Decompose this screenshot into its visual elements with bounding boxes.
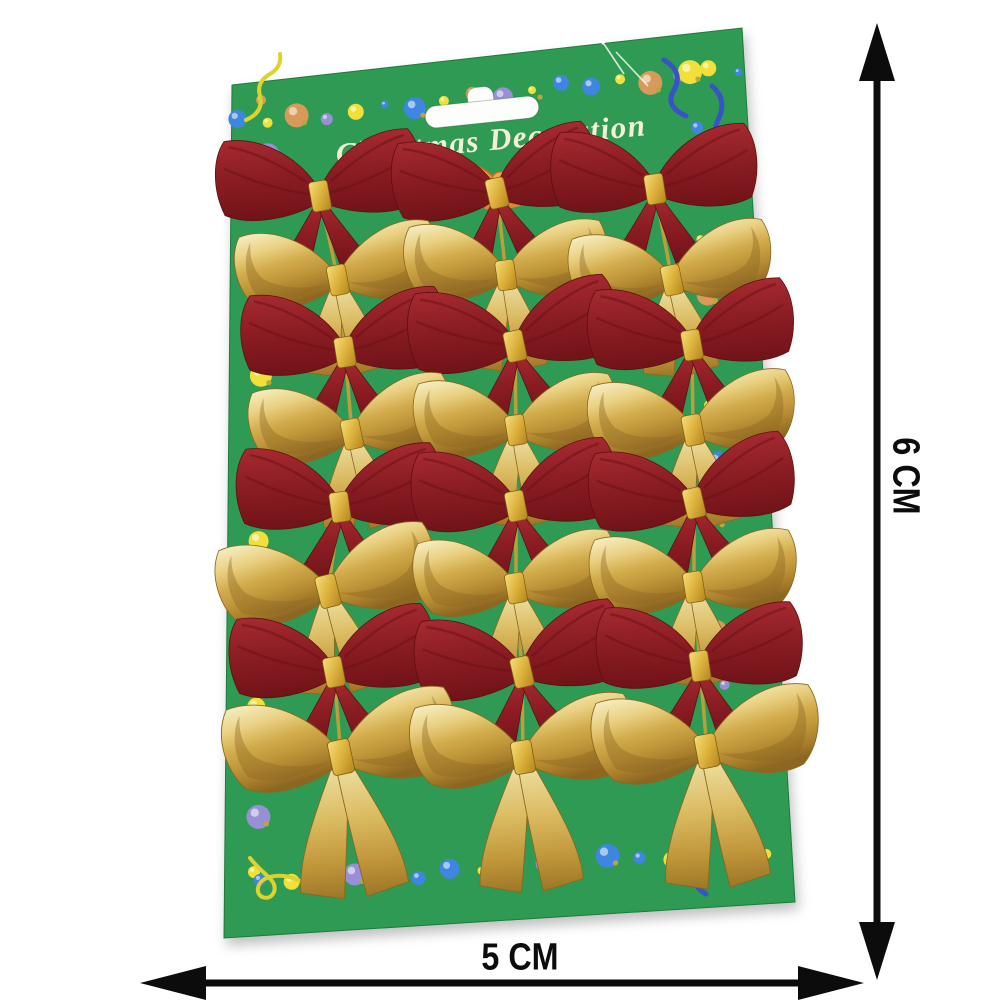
border-dot (262, 117, 273, 128)
border-dot-highlight (642, 74, 651, 83)
border-dot-highlight (443, 861, 451, 869)
height-arrow-top-head (859, 23, 895, 81)
sparkle-dot (420, 112, 426, 118)
width-arrow-right-head (798, 966, 864, 1000)
border-dot-highlight (382, 101, 385, 105)
border-dot-highlight (496, 90, 504, 98)
border-dot (615, 74, 626, 85)
border-dot-highlight (350, 106, 357, 112)
border-dot-highlight (585, 80, 592, 87)
border-dot-highlight (407, 100, 416, 109)
border-dot-highlight (252, 534, 260, 542)
border-dot-highlight (231, 112, 238, 119)
height-arrow-bottom-head (859, 922, 895, 980)
border-dot-highlight (288, 107, 298, 116)
border-dot-highlight (250, 808, 259, 817)
border-dot (633, 851, 646, 864)
border-dot-highlight (322, 114, 328, 120)
sparkle-dot (537, 94, 543, 100)
border-dot (734, 68, 743, 76)
border-dot-highlight (721, 681, 725, 685)
border-dot-highlight (693, 123, 698, 128)
border-dot-highlight (616, 75, 621, 80)
border-dot-highlight (250, 867, 255, 873)
width-label: 5 CM (481, 936, 558, 978)
border-dot-highlight (697, 236, 701, 240)
border-dot (700, 60, 717, 77)
width-arrow-left-head (140, 966, 206, 1000)
card-tear (592, 29, 649, 87)
border-dot (347, 103, 364, 120)
border-dot (228, 110, 247, 128)
sparkle-dot (266, 380, 272, 386)
sparkle-dot (302, 119, 308, 125)
border-dot (411, 871, 426, 886)
sparkle-dot (655, 87, 661, 93)
border-dot (582, 77, 601, 96)
border-dot-highlight (529, 87, 533, 91)
border-dot-highlight (555, 77, 562, 83)
border-dot (439, 858, 460, 879)
sparkle-dot (613, 860, 619, 866)
border-dot-highlight (735, 69, 739, 72)
border-dot-highlight (635, 853, 640, 858)
border-dot (380, 100, 389, 109)
border-dot (320, 113, 333, 126)
border-dot-highlight (682, 63, 691, 73)
border-dot-highlight (703, 62, 709, 69)
border-dot (528, 86, 536, 95)
sparkle-dot (695, 76, 701, 82)
dimension-annotations: 6 CM 5 CM (140, 23, 927, 1000)
sparkle-dot (263, 821, 269, 827)
border-dot-highlight (414, 873, 419, 878)
height-label: 6 CM (885, 437, 927, 514)
border-dot-highlight (440, 97, 445, 101)
hang-slot (424, 86, 540, 129)
border-dot-highlight (347, 866, 356, 875)
border-dot-highlight (255, 875, 260, 881)
border-dot (553, 74, 569, 91)
border-dot-highlight (264, 119, 268, 123)
border-dot (691, 121, 704, 134)
border-dot-highlight (599, 847, 609, 856)
